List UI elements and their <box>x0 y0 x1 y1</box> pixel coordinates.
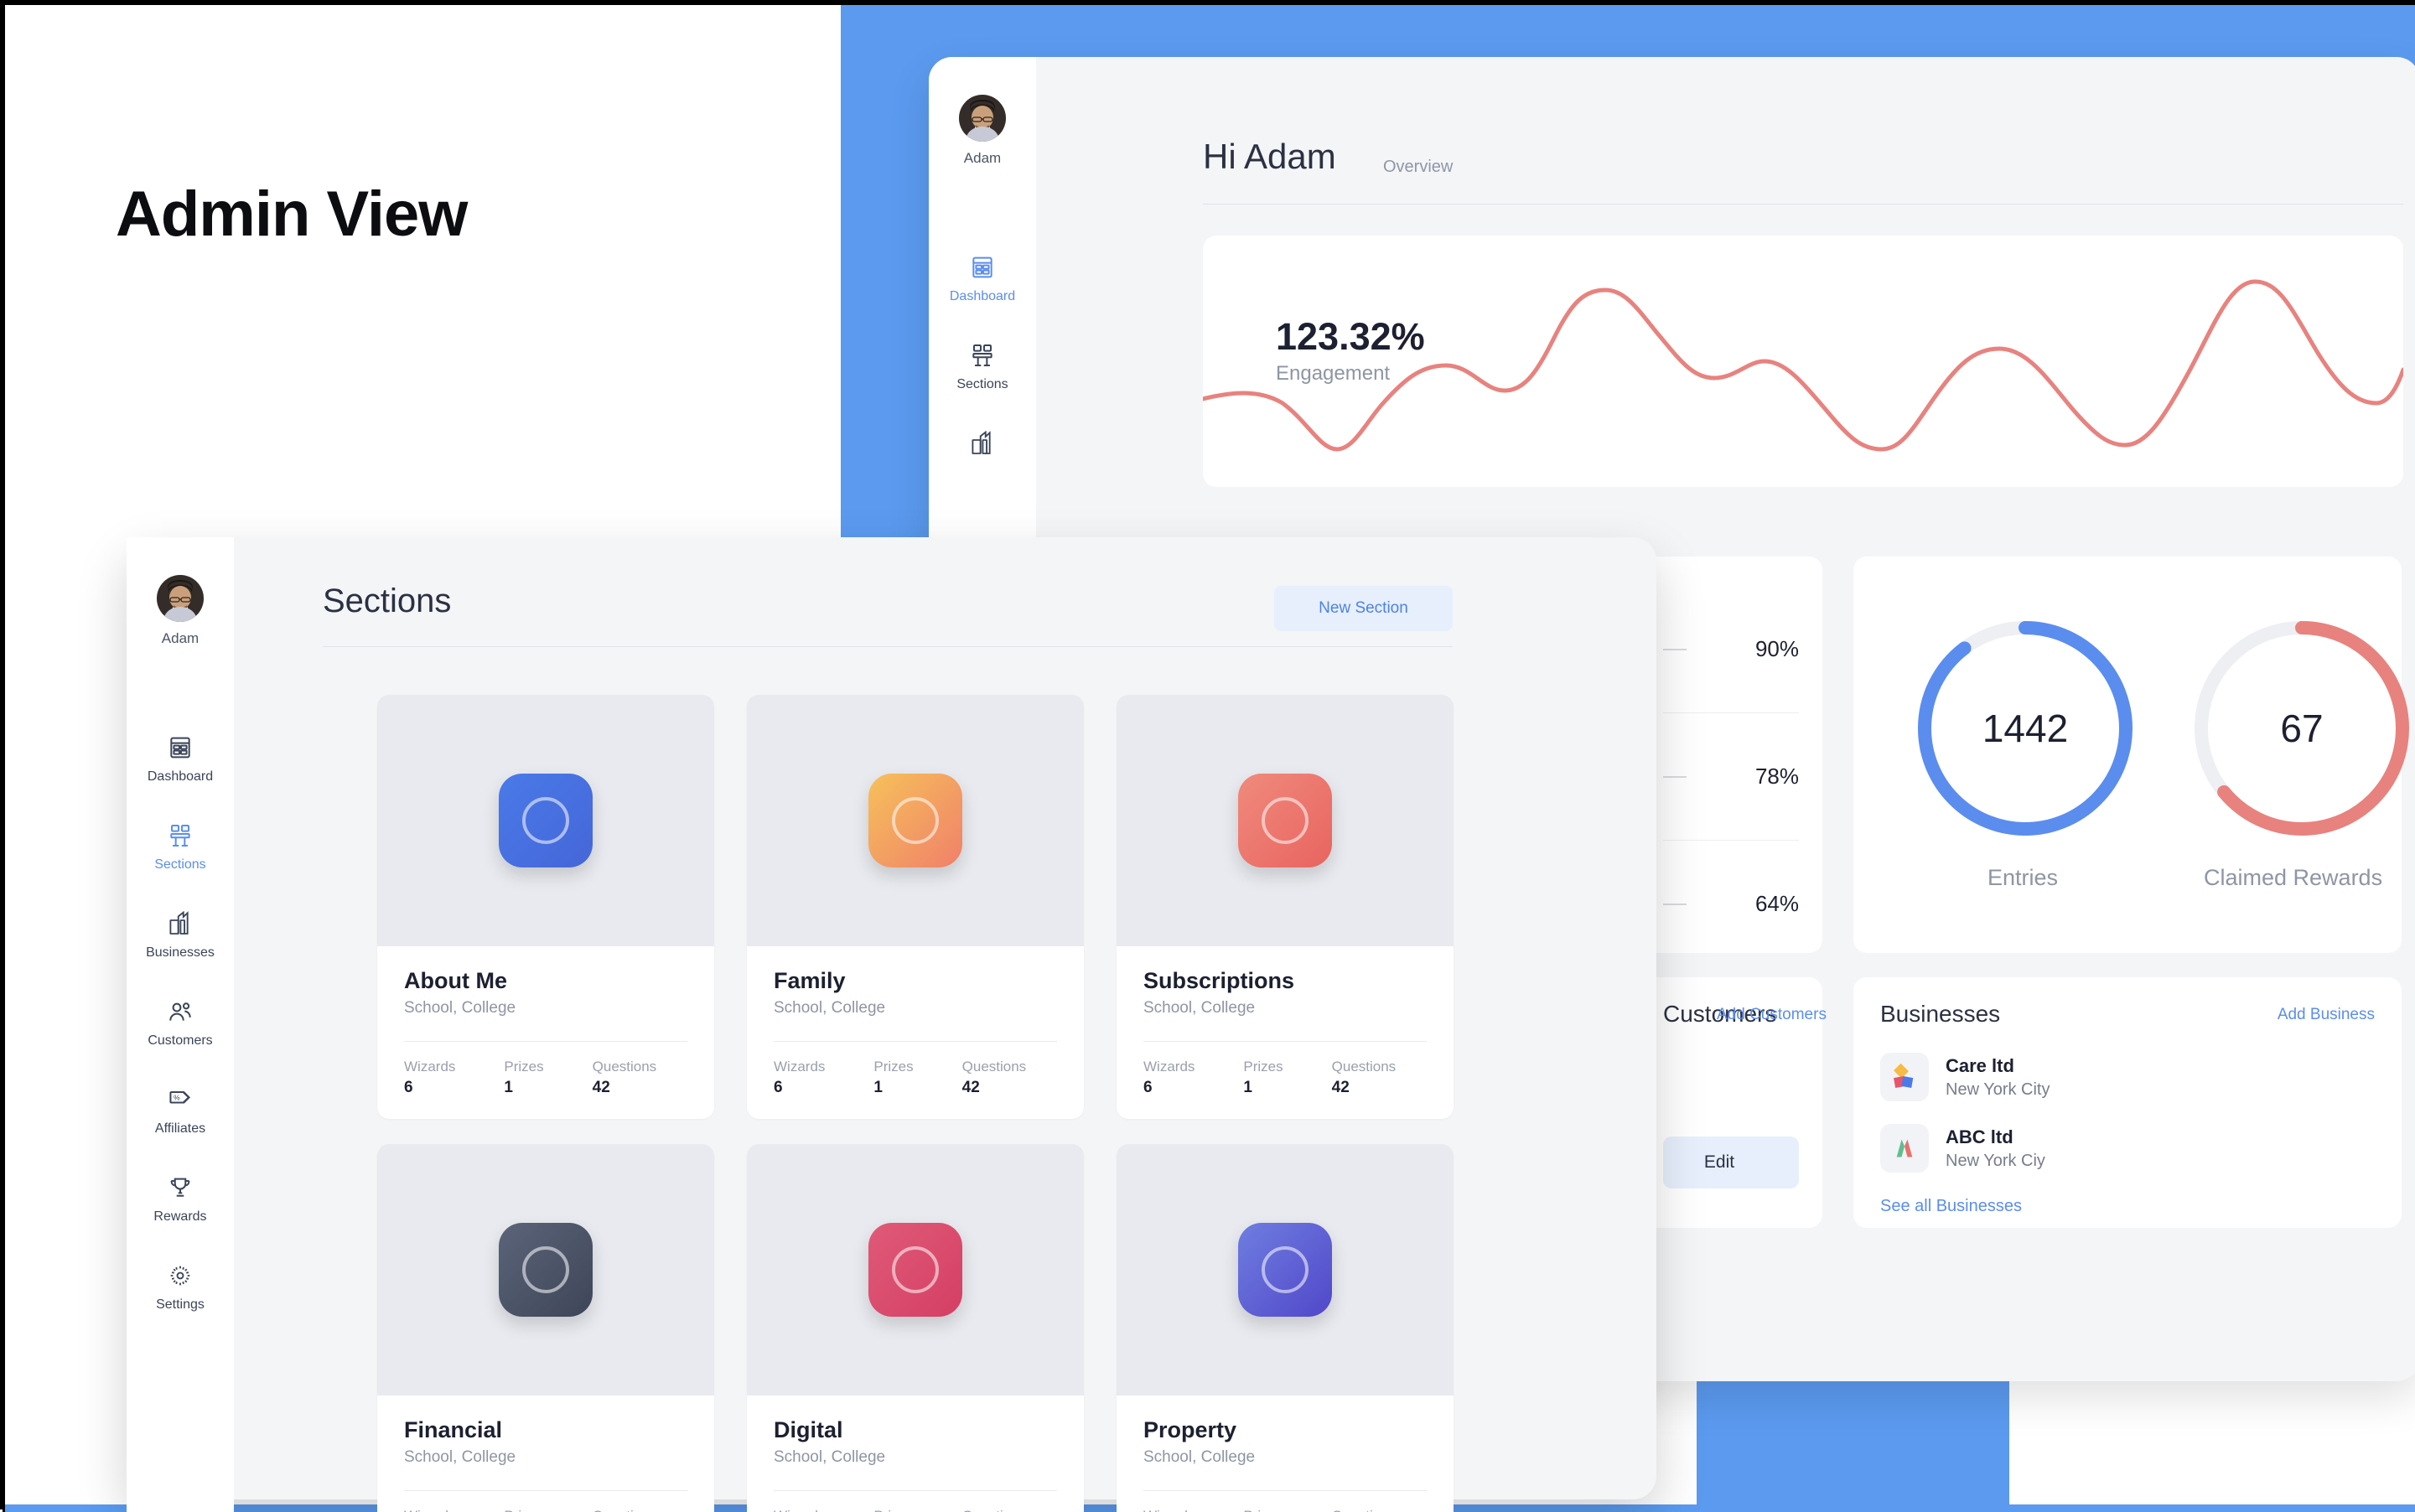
svg-text:%: % <box>174 1093 180 1101</box>
